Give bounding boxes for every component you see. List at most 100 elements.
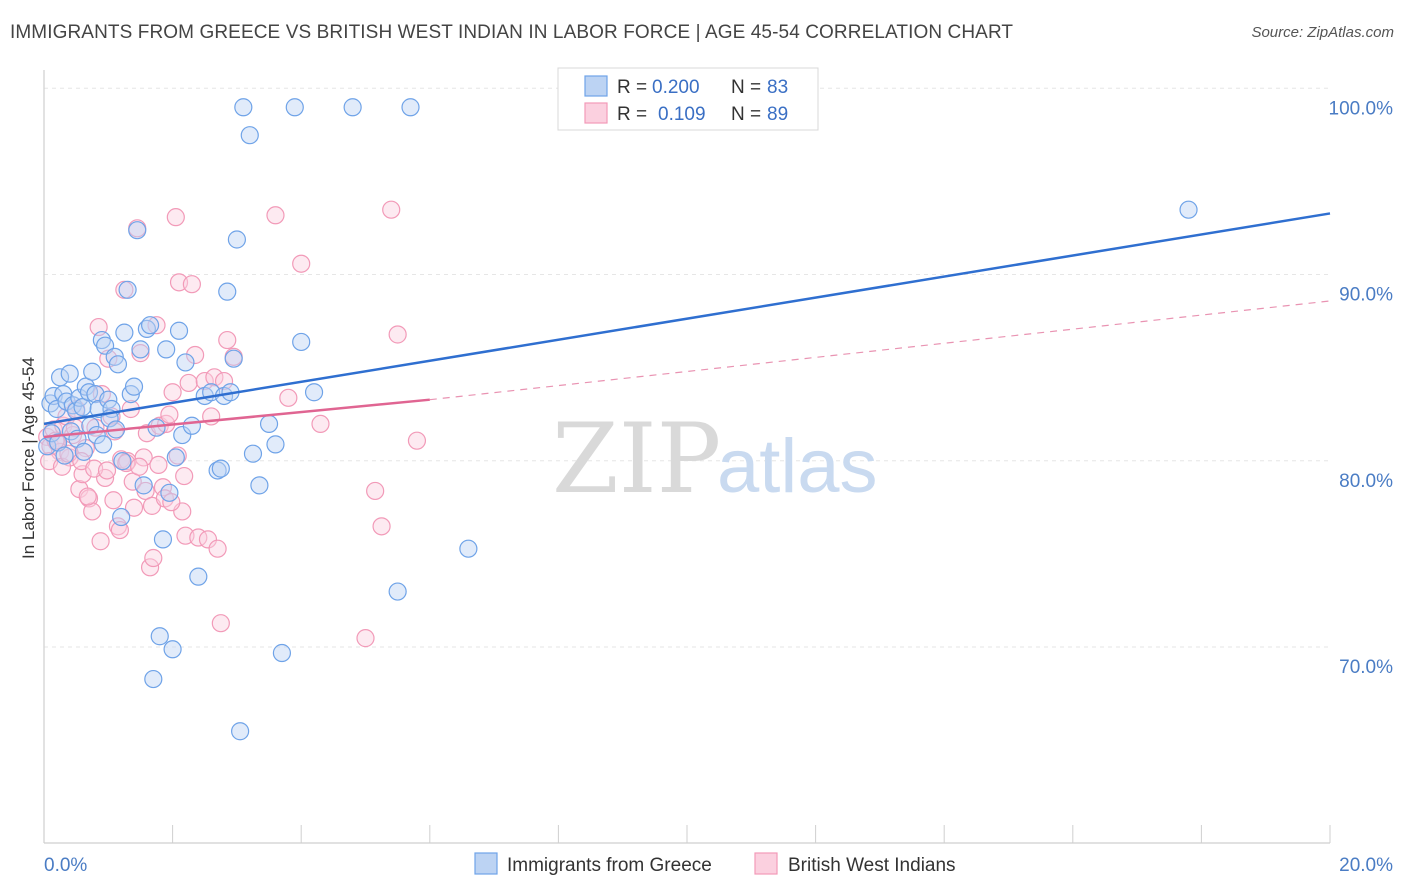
greece-point-6 xyxy=(60,364,79,383)
bwi-point-59 xyxy=(292,254,311,273)
greece-point-12 xyxy=(79,383,99,402)
y-tick-label: 100.0% xyxy=(1329,98,1394,119)
series-legend: Immigrants from Greece British West Indi… xyxy=(474,852,956,876)
bwi-point-84 xyxy=(149,455,168,474)
trend-line-bwi xyxy=(43,398,430,439)
legend-r-label-1: R = xyxy=(617,77,647,98)
x-tick-label: 20.0% xyxy=(1339,855,1393,876)
greece-point-24 xyxy=(118,280,137,299)
greece-point-41 xyxy=(173,425,192,445)
bwi-point-39 xyxy=(163,383,182,402)
legend-n-label-1: N = xyxy=(731,77,761,98)
greece-point-55 xyxy=(234,98,253,117)
series-legend-label-greece: Immigrants from Greece xyxy=(507,855,712,876)
watermark-atlas: atlas xyxy=(717,424,878,509)
greece-point-43 xyxy=(182,416,201,435)
x-tick-label: 0.0% xyxy=(44,855,87,876)
bwi-point-48 xyxy=(195,371,214,391)
legend-r-value-1: 0.200 xyxy=(652,77,700,98)
greece-point-34 xyxy=(150,627,169,646)
greece-point-21 xyxy=(108,355,128,374)
x-tick-labels: 0.0% 20.0% xyxy=(44,855,1393,876)
greece-point-53 xyxy=(227,230,246,249)
bwi-point-52 xyxy=(208,539,227,558)
legend-r-label-2: R = xyxy=(617,104,647,125)
trend-line-bwi-extended xyxy=(429,300,1331,401)
greece-point-29 xyxy=(134,476,153,495)
greece-point-76 xyxy=(74,442,93,461)
bwi-point-75 xyxy=(91,532,110,551)
greece-point-68 xyxy=(459,539,478,558)
greece-point-58 xyxy=(250,476,269,495)
greece-point-37 xyxy=(160,483,179,502)
bwi-point-73 xyxy=(78,487,97,506)
bwi-point-66 xyxy=(407,431,427,450)
greece-point-27 xyxy=(128,221,147,240)
bwi-point-78 xyxy=(110,520,129,540)
bwi-point-33 xyxy=(144,548,163,568)
bwi-point-40 xyxy=(166,208,185,227)
bwi-point-55 xyxy=(218,330,237,350)
legend-swatch-blue xyxy=(584,75,608,97)
bwi-point-60 xyxy=(311,414,330,434)
bwi-point-45 xyxy=(182,275,201,294)
greece-point-42 xyxy=(176,353,195,372)
series-legend-swatch-greece xyxy=(474,852,498,875)
legend-n-value-1: 83 xyxy=(767,77,788,98)
series-greece-points xyxy=(38,98,1198,741)
bwi-point-62 xyxy=(366,481,385,501)
bwi-point-61 xyxy=(356,629,375,648)
bwi-point-38 xyxy=(160,405,179,424)
greece-point-62 xyxy=(285,98,304,117)
greece-point-67 xyxy=(401,98,420,117)
greece-point-79 xyxy=(94,435,113,454)
greece-point-28 xyxy=(131,340,150,359)
greece-point-69 xyxy=(1179,200,1198,219)
bwi-point-65 xyxy=(388,325,407,344)
greece-point-63 xyxy=(292,332,311,352)
greece-point-66 xyxy=(388,582,407,601)
greece-point-65 xyxy=(343,98,362,117)
bwi-point-53 xyxy=(211,614,230,633)
watermark: ZIP atlas xyxy=(552,403,878,515)
gridlines xyxy=(44,87,1330,648)
greece-point-23 xyxy=(115,323,134,342)
correlation-legend: R = 0.200 N = 83 R = 0.109 N = 89 xyxy=(557,67,819,131)
greece-point-36 xyxy=(157,340,176,359)
greece-point-48 xyxy=(211,459,230,478)
greece-point-13 xyxy=(83,362,102,381)
bwi-point-77 xyxy=(104,491,123,510)
greece-point-82 xyxy=(113,452,132,471)
bwi-point-11 xyxy=(73,465,92,484)
bwi-point-44 xyxy=(179,373,198,393)
x-tick-marks xyxy=(43,825,1331,843)
greece-point-47 xyxy=(208,461,227,480)
watermark-zip: ZIP xyxy=(552,403,721,515)
legend-n-label-2: N = xyxy=(731,104,761,125)
chart-source: Source: ZipAtlas.com xyxy=(1251,24,1394,41)
y-tick-label: 70.0% xyxy=(1339,657,1393,678)
legend-n-value-2: 89 xyxy=(767,104,788,125)
trend-lines xyxy=(43,212,1331,439)
chart-title: IMMIGRANTS FROM GREECE VS BRITISH WEST I… xyxy=(10,22,1014,43)
bwi-point-54 xyxy=(214,371,234,391)
bwi-point-14 xyxy=(83,502,102,521)
bwi-point-27 xyxy=(124,498,144,517)
greece-point-22 xyxy=(112,507,131,527)
y-axis-label: In Labor Force | Age 45-54 xyxy=(19,357,38,559)
bwi-point-51 xyxy=(205,368,224,387)
bwi-point-76 xyxy=(97,461,117,480)
greece-point-38 xyxy=(163,640,182,659)
series-legend-swatch-bwi xyxy=(754,852,778,875)
greece-point-40 xyxy=(169,321,189,340)
legend-r-value-2: 0.109 xyxy=(658,104,706,125)
greece-point-50 xyxy=(218,282,237,301)
greece-point-54 xyxy=(231,722,250,741)
bwi-point-46 xyxy=(186,345,205,365)
greece-point-44 xyxy=(189,567,208,586)
greece-point-39 xyxy=(166,448,185,467)
y-tick-label: 80.0% xyxy=(1339,471,1393,492)
greece-point-31 xyxy=(140,316,160,335)
bwi-point-30 xyxy=(134,448,153,467)
